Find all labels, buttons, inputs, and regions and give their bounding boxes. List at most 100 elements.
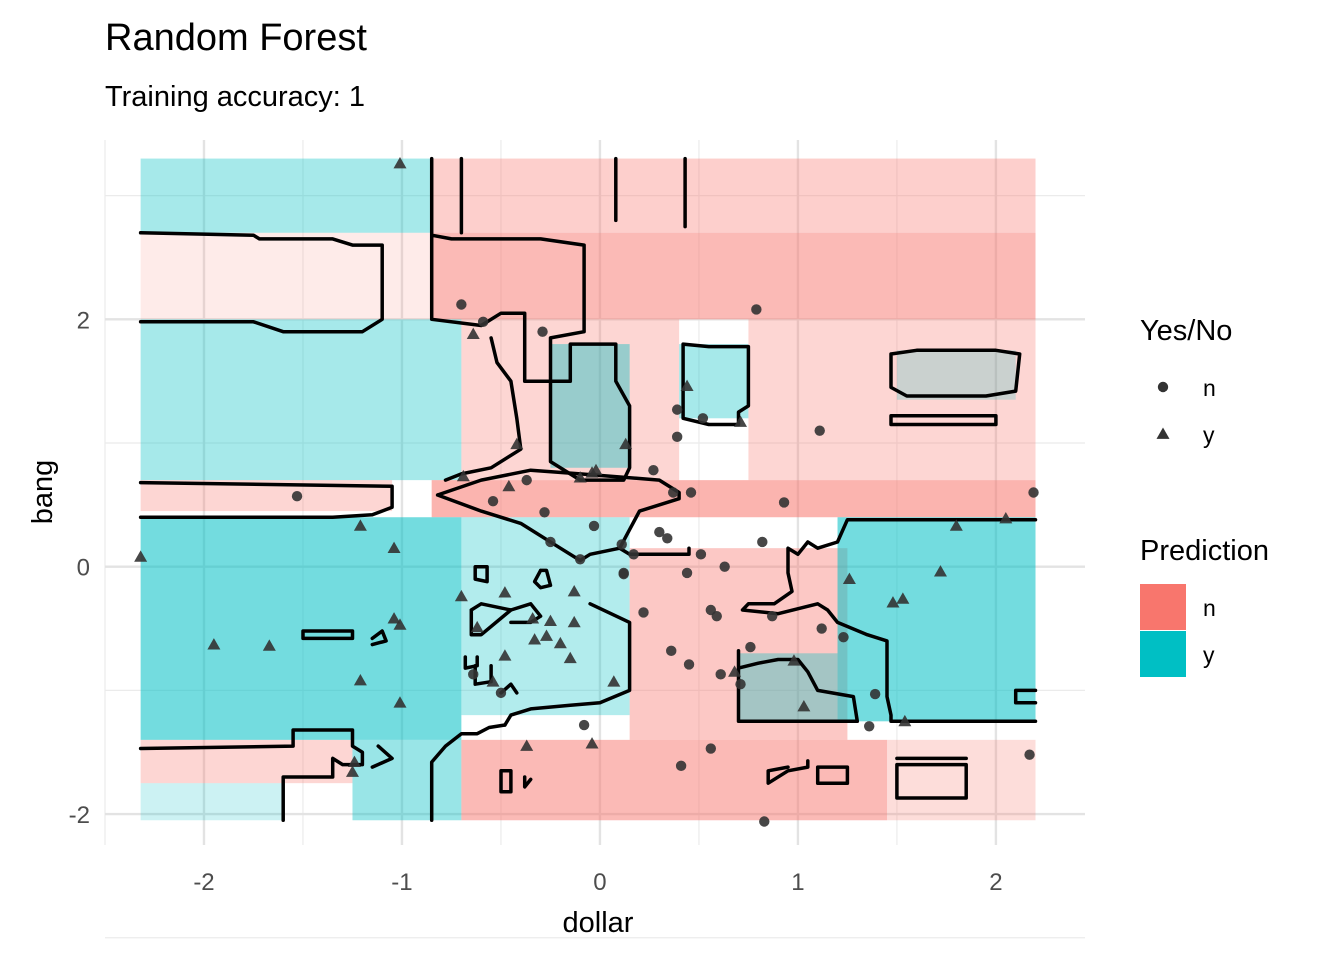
prediction-region-n-22 xyxy=(887,739,1036,821)
decision-boundary-14 xyxy=(1013,688,1038,705)
legend-title-0: Yes/No xyxy=(1140,315,1232,347)
legend-entry-label: y xyxy=(1203,422,1215,448)
point-y-27 xyxy=(563,651,577,664)
point-n-25 xyxy=(628,549,639,560)
point-n-12 xyxy=(814,425,825,436)
x-tick-label-1: -1 xyxy=(391,869,412,896)
x-axis-label: dollar xyxy=(563,907,634,939)
point-y-18 xyxy=(393,618,407,630)
prediction-region-y-7 xyxy=(550,344,630,468)
point-y-22 xyxy=(498,586,512,598)
x-tick-label-0: -2 xyxy=(193,869,214,896)
point-n-33 xyxy=(766,610,778,622)
point-n-44 xyxy=(495,687,507,699)
point-y-17 xyxy=(387,612,401,624)
point-y-47 xyxy=(345,765,359,777)
prediction-region-n-1 xyxy=(431,158,610,233)
x-tick-label-4: 2 xyxy=(989,869,1002,896)
point-n-15 xyxy=(697,413,709,424)
point-n-45 xyxy=(578,719,590,731)
y-axis-label: bang xyxy=(27,460,59,525)
point-n-42 xyxy=(864,721,875,732)
point-y-35 xyxy=(607,675,621,687)
y-tick-label-0: -2 xyxy=(69,802,90,829)
prediction-region-y-0 xyxy=(140,158,432,233)
point-n-18 xyxy=(654,526,665,538)
prediction-region-y-17 xyxy=(837,517,1036,722)
point-y-13 xyxy=(387,541,401,554)
decision-boundary-32 xyxy=(815,765,850,785)
point-y-46 xyxy=(347,755,361,768)
legend-entry-label: n xyxy=(1203,375,1216,401)
point-n-46 xyxy=(675,760,687,772)
point-n-36 xyxy=(838,632,849,643)
point-n-34 xyxy=(745,641,756,653)
decision-boundary-26 xyxy=(138,728,365,823)
data-points xyxy=(134,157,1039,827)
point-y-19 xyxy=(393,696,407,708)
point-y-36 xyxy=(728,665,742,677)
point-y-4 xyxy=(502,479,516,492)
point-y-32 xyxy=(486,675,500,687)
point-y-39 xyxy=(842,572,856,584)
decision-boundary-24 xyxy=(503,602,632,727)
point-y-31 xyxy=(498,649,512,661)
point-n-5 xyxy=(487,495,499,507)
legend-key-triangle xyxy=(1156,427,1170,439)
prediction-region-n-2 xyxy=(609,158,1036,233)
legend-key-swatch-y xyxy=(1140,631,1186,677)
point-y-1 xyxy=(466,327,480,340)
point-n-37 xyxy=(666,645,677,657)
point-n-17 xyxy=(588,520,600,532)
point-n-3 xyxy=(751,304,762,315)
point-y-21 xyxy=(470,620,484,633)
point-y-5 xyxy=(619,437,633,450)
point-n-47 xyxy=(705,743,717,754)
point-n-10 xyxy=(778,497,790,508)
decision-boundary-16 xyxy=(532,568,553,590)
point-n-13 xyxy=(671,431,683,443)
point-n-23 xyxy=(695,549,707,560)
prediction-region-n-12 xyxy=(431,480,1036,518)
point-y-42 xyxy=(933,565,947,577)
point-n-43 xyxy=(468,669,479,680)
point-n-32 xyxy=(711,610,722,622)
point-n-49 xyxy=(1024,749,1035,760)
decision-boundary-10 xyxy=(138,480,394,519)
point-n-26 xyxy=(681,567,693,579)
decision-boundary-28 xyxy=(429,723,507,823)
decision-boundary-19 xyxy=(301,629,355,641)
point-y-43 xyxy=(949,519,963,531)
decision-boundary-9 xyxy=(889,414,998,427)
point-n-6 xyxy=(539,507,550,518)
chart-title: Random Forest xyxy=(105,17,367,59)
prediction-region-y-13 xyxy=(140,517,462,740)
point-y-38 xyxy=(797,699,811,712)
point-n-0 xyxy=(456,299,467,310)
decision-boundary-27 xyxy=(370,744,394,769)
point-n-7 xyxy=(648,465,659,476)
x-tick-label-3: 1 xyxy=(791,869,804,896)
point-y-11 xyxy=(134,550,148,562)
prediction-region-n-9 xyxy=(748,319,1036,481)
legend-entry-label: y xyxy=(1203,642,1215,668)
point-y-28 xyxy=(553,636,567,649)
decision-boundary-20 xyxy=(370,629,388,647)
point-y-40 xyxy=(886,596,900,608)
decision-boundary-17 xyxy=(469,602,513,637)
legend-entry-label: n xyxy=(1203,595,1216,621)
decision-boundary-7 xyxy=(681,342,751,427)
point-n-4 xyxy=(521,474,532,486)
prediction-region-n-3 xyxy=(140,232,432,320)
prediction-region-y-10 xyxy=(896,350,1016,400)
point-y-3 xyxy=(510,437,524,450)
point-n-1 xyxy=(477,316,489,328)
point-y-26 xyxy=(567,615,581,628)
decision-boundary-0 xyxy=(138,231,384,334)
y-tick-label-2: 2 xyxy=(77,307,90,334)
point-n-39 xyxy=(715,669,726,680)
point-n-19 xyxy=(662,533,673,544)
point-y-37 xyxy=(787,654,801,666)
